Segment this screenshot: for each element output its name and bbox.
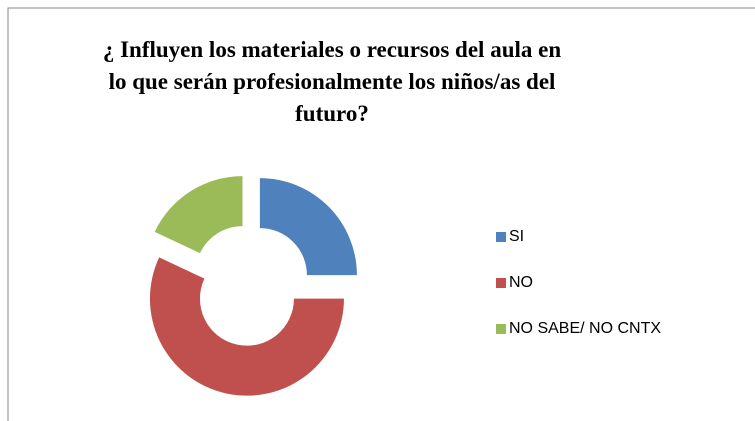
legend-label: NO xyxy=(509,274,533,291)
donut-slice xyxy=(259,178,357,276)
legend-swatch xyxy=(496,278,506,288)
legend-label: NO SABE/ NO CNTX xyxy=(509,320,661,337)
chart-title: futuro? xyxy=(295,101,369,126)
legend-label: SI xyxy=(509,228,524,245)
chart-frame xyxy=(7,7,755,421)
chart-title: ¿ Influyen los materiales o recursos del… xyxy=(103,37,561,62)
legend-swatch xyxy=(496,324,506,334)
legend-swatch xyxy=(496,232,506,242)
donut-slice xyxy=(149,257,344,396)
donut-slice xyxy=(154,176,243,254)
chart-title: lo que serán profesionalmente los niños/… xyxy=(109,69,556,94)
